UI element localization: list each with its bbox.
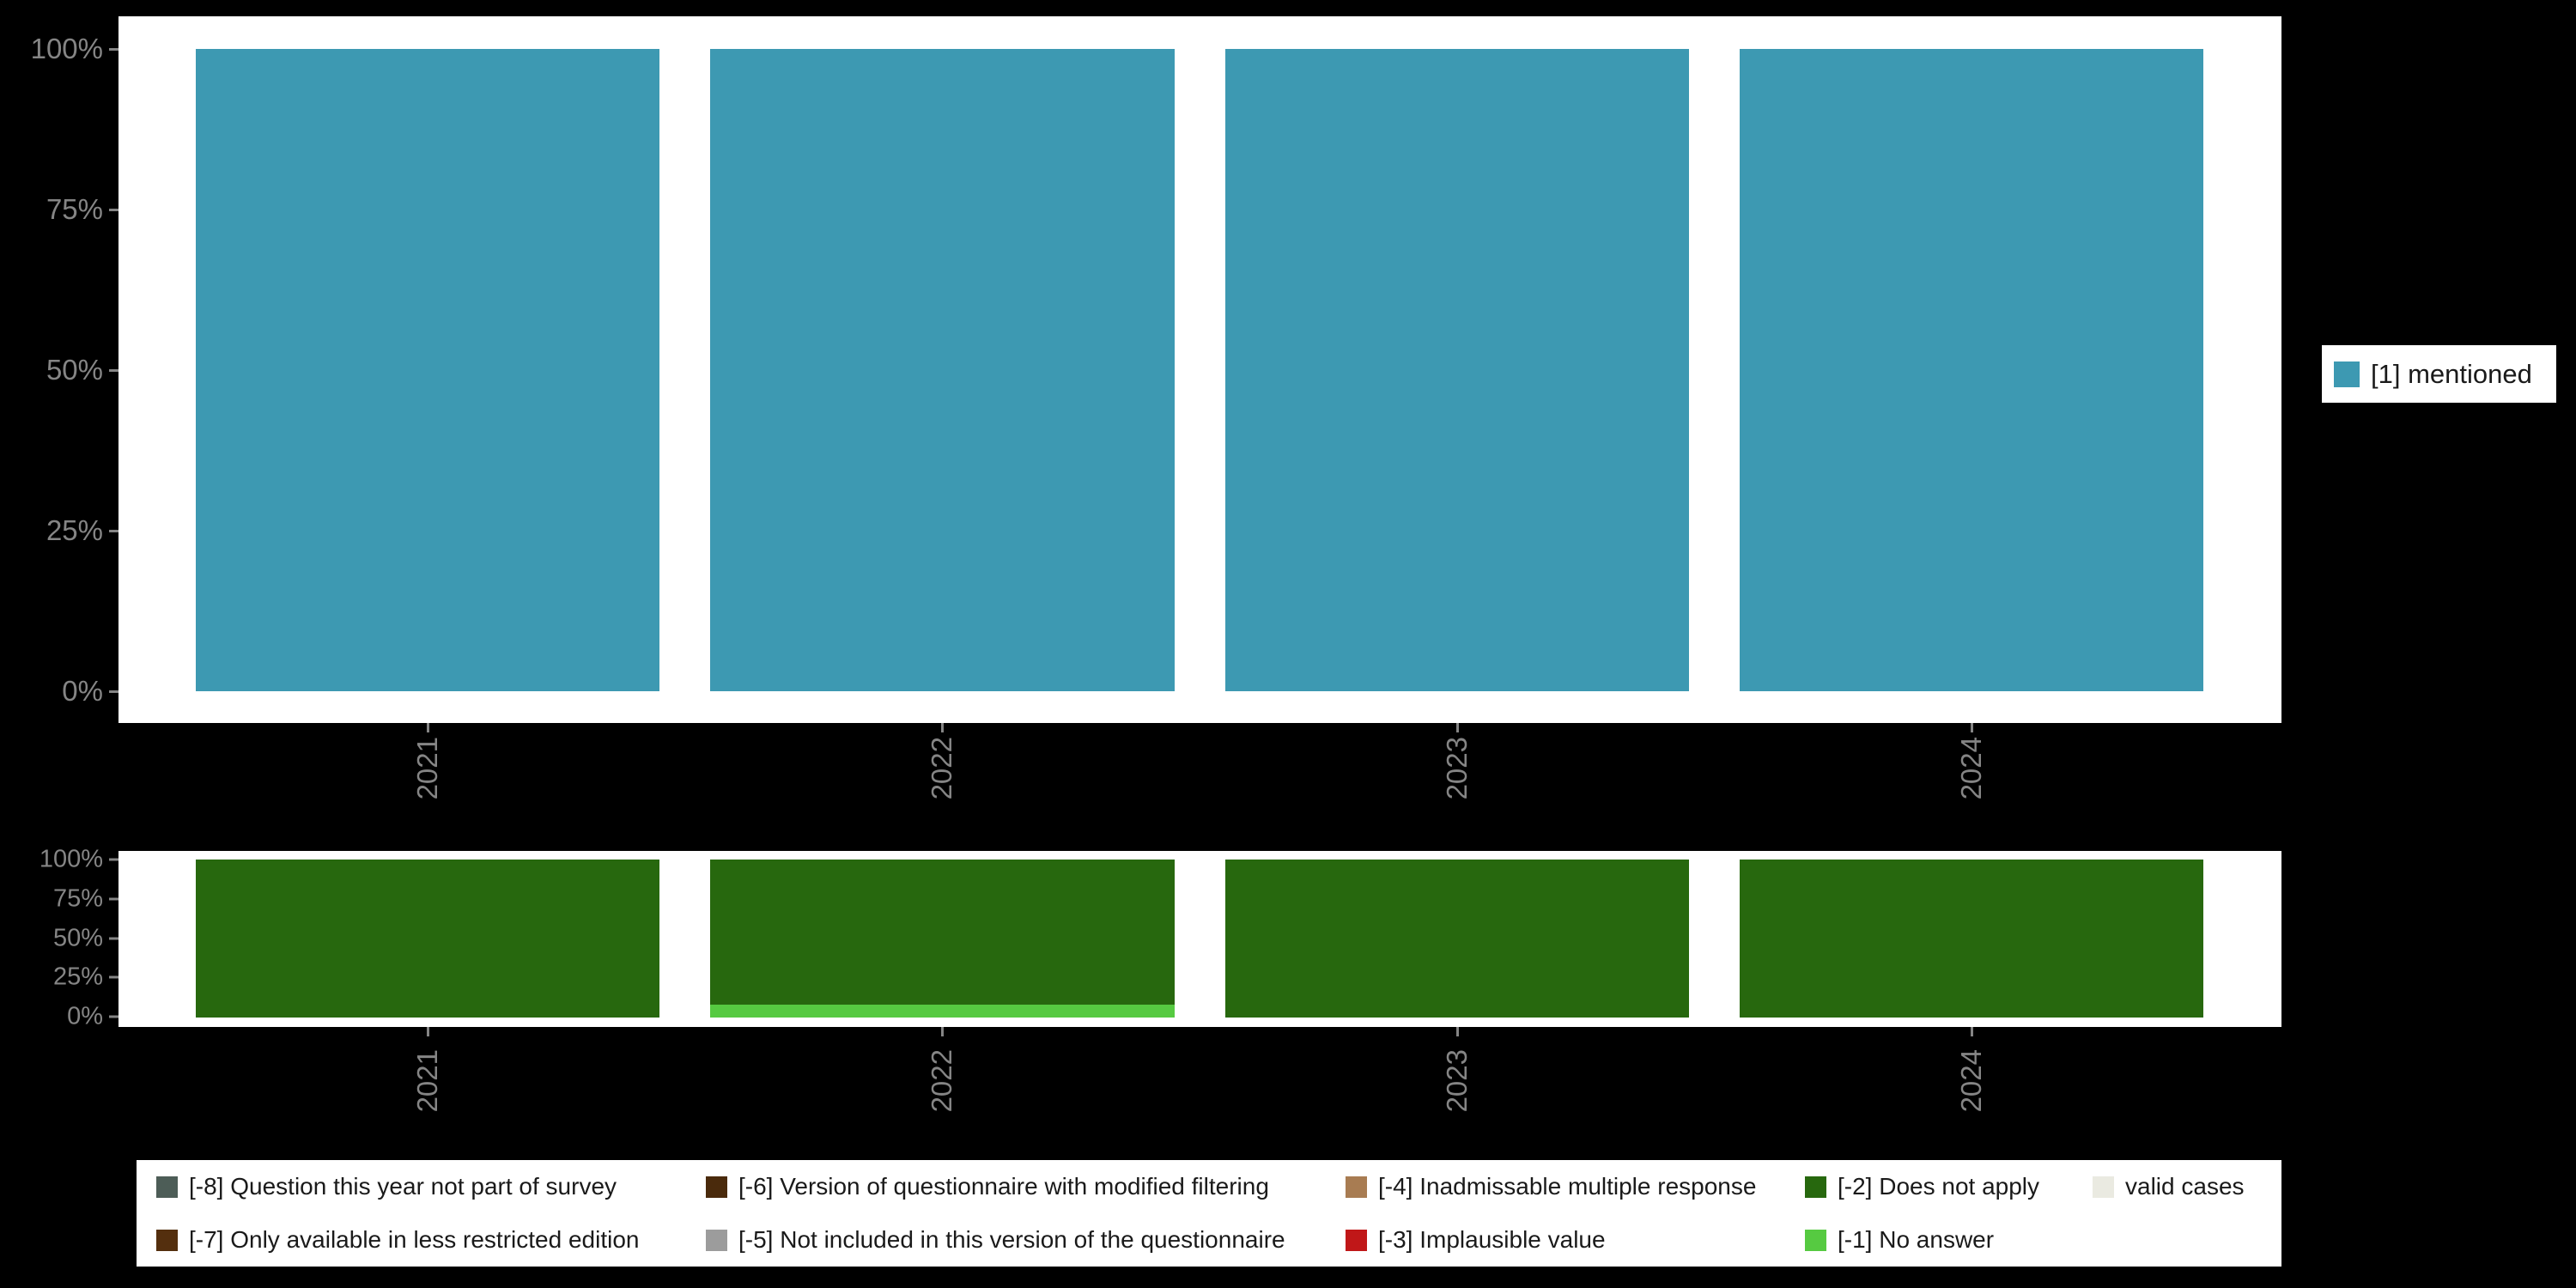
- tick-mark-icon: [427, 1027, 429, 1036]
- bar-segment: [196, 49, 660, 691]
- legend-swatch-icon: [1805, 1176, 1826, 1198]
- legend-label: [-8] Question this year not part of surv…: [189, 1173, 617, 1200]
- bar-segment: [1224, 860, 1689, 1018]
- bar-segment: [710, 49, 1175, 691]
- tick-mark-icon: [109, 690, 118, 693]
- y-axis-tick-label: 75%: [52, 884, 103, 913]
- legend-item: [-8] Question this year not part of surv…: [156, 1173, 706, 1200]
- x-axis-tick-label: 2023: [1441, 1049, 1473, 1113]
- legend-label: [-1] No answer: [1838, 1226, 1995, 1253]
- x-axis-tick-label: 2024: [1955, 737, 1987, 800]
- legend-label: [-5] Not included in this version of the…: [738, 1226, 1285, 1253]
- bar-segment: [1739, 49, 2203, 691]
- y-axis-tick-label: 50%: [46, 354, 103, 386]
- legend-swatch-icon: [156, 1176, 178, 1198]
- legend-label: valid cases: [2125, 1173, 2245, 1200]
- tick-mark-icon: [1971, 723, 1973, 732]
- legend-swatch-icon: [706, 1176, 727, 1198]
- legend-swatch-icon: [706, 1229, 727, 1251]
- legend-item: [-5] Not included in this version of the…: [706, 1226, 1346, 1254]
- y-axis-tick: 50%: [0, 925, 118, 953]
- x-axis-tick-label: 2022: [926, 737, 957, 800]
- x-axis-tick-label: 2024: [1955, 1049, 1987, 1113]
- tick-mark-icon: [109, 975, 118, 979]
- legend-swatch-icon: [2334, 361, 2360, 387]
- legend-item: [-3] Implausible value: [1346, 1226, 1805, 1254]
- x-axis-tick-label: 2021: [411, 1049, 443, 1113]
- legend-swatch-icon: [2093, 1176, 2114, 1198]
- x-axis-tick-label: 2022: [926, 1049, 957, 1113]
- y-axis-tick-label: 25%: [46, 514, 103, 546]
- bar-segment: [196, 860, 660, 1018]
- y-axis-tick-label: 100%: [39, 845, 103, 873]
- x-axis-tick-label: 2023: [1441, 737, 1473, 800]
- tick-mark-icon: [109, 208, 118, 211]
- y-axis-tick-label: 75%: [46, 193, 103, 225]
- bar-segment: [710, 1005, 1175, 1018]
- tick-mark-icon: [109, 47, 118, 51]
- tick-mark-icon: [1456, 1027, 1459, 1036]
- bar-2023: [1224, 860, 1689, 1018]
- legend-label: [-2] Does not apply: [1838, 1173, 2040, 1200]
- missing-values-legend: [-8] Question this year not part of surv…: [137, 1160, 2281, 1267]
- legend-item: [-6] Version of questionnaire with modif…: [706, 1173, 1346, 1200]
- y-axis-tick: 0%: [0, 1003, 118, 1031]
- legend-label: [-7] Only available in less restricted e…: [189, 1226, 640, 1253]
- y-axis-tick: 50%: [0, 354, 118, 386]
- legend-item: [-4] Inadmissable multiple response: [1346, 1173, 1805, 1200]
- tick-mark-icon: [109, 897, 118, 901]
- y-axis-tick-label: 100%: [30, 33, 103, 64]
- mentioned-chart-bars: [196, 49, 2203, 691]
- legend-item: valid cases: [2093, 1173, 2281, 1200]
- x-axis-tick-label: 2021: [411, 737, 443, 800]
- bar-2024: [1739, 49, 2203, 691]
- legend-swatch-icon: [1346, 1229, 1367, 1251]
- missing-values-chart-panel: [118, 851, 2281, 1027]
- bar-2021: [196, 49, 660, 691]
- bar-segment: [1224, 49, 1689, 691]
- y-axis-tick: 25%: [0, 514, 118, 547]
- legend-item: [-7] Only available in less restricted e…: [156, 1226, 706, 1254]
- bar-segment: [710, 860, 1175, 1005]
- tick-mark-icon: [109, 529, 118, 532]
- tick-mark-icon: [1456, 723, 1459, 732]
- y-axis-tick-label: 50%: [52, 924, 103, 952]
- y-axis-tick: 100%: [0, 33, 118, 65]
- legend-swatch-icon: [1346, 1176, 1367, 1198]
- legend-label: [-4] Inadmissable multiple response: [1378, 1173, 1757, 1200]
- tick-mark-icon: [109, 1015, 118, 1018]
- tick-mark-icon: [109, 937, 118, 940]
- legend-label: [-3] Implausible value: [1378, 1226, 1606, 1253]
- legend-swatch-icon: [1805, 1229, 1826, 1251]
- mentioned-legend: [1] mentioned: [2322, 345, 2556, 403]
- missing-values-chart-bars: [196, 860, 2203, 1018]
- tick-mark-icon: [109, 858, 118, 861]
- bar-segment: [1739, 860, 2203, 1018]
- tick-mark-icon: [427, 723, 429, 732]
- y-axis-tick-label: 0%: [67, 1002, 103, 1030]
- bar-2023: [1224, 49, 1689, 691]
- tick-mark-icon: [941, 1027, 944, 1036]
- tick-mark-icon: [1971, 1027, 1973, 1036]
- tick-mark-icon: [109, 368, 118, 372]
- bar-2022: [710, 860, 1175, 1018]
- y-axis-tick: 75%: [0, 885, 118, 914]
- bar-2022: [710, 49, 1175, 691]
- legend-swatch-icon: [156, 1229, 178, 1251]
- y-axis-tick: 0%: [0, 675, 118, 708]
- legend-label: [1] mentioned: [2371, 358, 2532, 389]
- tick-mark-icon: [941, 723, 944, 732]
- y-axis-tick: 100%: [0, 846, 118, 874]
- legend-item: [-1] No answer: [1805, 1226, 2093, 1254]
- y-axis-tick: 75%: [0, 193, 118, 226]
- bar-2024: [1739, 860, 2203, 1018]
- mentioned-chart-panel: [118, 16, 2281, 723]
- bar-2021: [196, 860, 660, 1018]
- y-axis-tick-label: 0%: [62, 675, 103, 707]
- legend-label: [-6] Version of questionnaire with modif…: [738, 1173, 1269, 1200]
- y-axis-tick: 25%: [0, 963, 118, 992]
- legend-item: [-2] Does not apply: [1805, 1173, 2093, 1200]
- y-axis-tick-label: 25%: [52, 963, 103, 991]
